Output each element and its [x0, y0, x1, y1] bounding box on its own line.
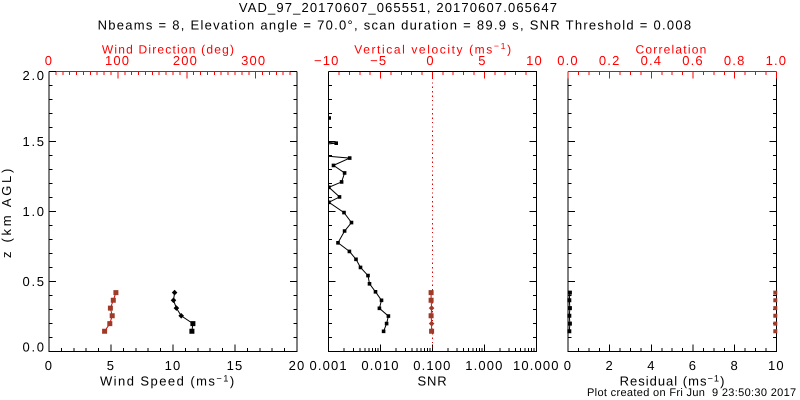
svg-text:100: 100 [105, 53, 130, 68]
svg-text:0.0: 0.0 [23, 340, 46, 355]
svg-text:4: 4 [647, 358, 655, 373]
svg-text:15: 15 [227, 358, 244, 373]
svg-text:Wind Speed (ms−1): Wind Speed (ms−1) [100, 373, 236, 388]
svg-text:SNR: SNR [418, 374, 448, 389]
svg-text:0.010: 0.010 [361, 358, 399, 373]
svg-text:10: 10 [526, 53, 543, 68]
svg-text:1.0: 1.0 [766, 53, 788, 68]
svg-text:1.0: 1.0 [23, 204, 46, 219]
svg-text:20: 20 [289, 358, 306, 373]
svg-text:5: 5 [107, 358, 115, 373]
svg-text:0.2: 0.2 [599, 53, 621, 68]
svg-text:1.000: 1.000 [465, 358, 503, 373]
svg-text:5: 5 [478, 53, 486, 68]
svg-text:10: 10 [768, 358, 785, 373]
svg-text:Wind Direction (deg): Wind Direction (deg) [102, 42, 235, 56]
svg-text:0.8: 0.8 [724, 53, 746, 68]
svg-text:10: 10 [165, 358, 182, 373]
svg-text:8: 8 [731, 358, 739, 373]
svg-text:Residual (ms−1): Residual (ms−1) [620, 373, 726, 388]
svg-text:6: 6 [689, 358, 697, 373]
svg-text:Plot created on Fri Jun 9 23:: Plot created on Fri Jun 9 23:50:30 2017 [587, 387, 797, 399]
svg-text:0.6: 0.6 [682, 53, 704, 68]
svg-text:Vertical velocity (ms−1): Vertical velocity (ms−1) [354, 41, 512, 56]
svg-text:0: 0 [45, 358, 53, 373]
svg-text:0.001: 0.001 [309, 358, 347, 373]
svg-text:2: 2 [606, 358, 614, 373]
svg-text:Correlation: Correlation [636, 42, 708, 56]
svg-text:Nbeams = 8, Elevation angle =: Nbeams = 8, Elevation angle = 70.0°, sca… [98, 18, 693, 33]
svg-text:0: 0 [564, 358, 572, 373]
svg-text:0.0: 0.0 [557, 53, 579, 68]
svg-text:1.5: 1.5 [23, 134, 46, 149]
svg-text:0: 0 [45, 53, 53, 68]
svg-text:10.000: 10.000 [513, 358, 560, 373]
svg-text:2.0: 2.0 [23, 68, 46, 83]
svg-text:−5: −5 [370, 53, 387, 68]
svg-text:0.4: 0.4 [641, 53, 663, 68]
svg-text:0: 0 [426, 53, 434, 68]
svg-text:200: 200 [173, 53, 198, 68]
svg-text:VAD_97_20170607_065551, 201706: VAD_97_20170607_065551, 20170607.065647 [239, 0, 558, 15]
svg-text:0.5: 0.5 [23, 274, 46, 289]
svg-text:300: 300 [241, 53, 266, 68]
svg-text:0.100: 0.100 [413, 358, 451, 373]
svg-text:−10: −10 [314, 53, 340, 68]
svg-text:z (km AGL): z (km AGL) [0, 166, 14, 258]
